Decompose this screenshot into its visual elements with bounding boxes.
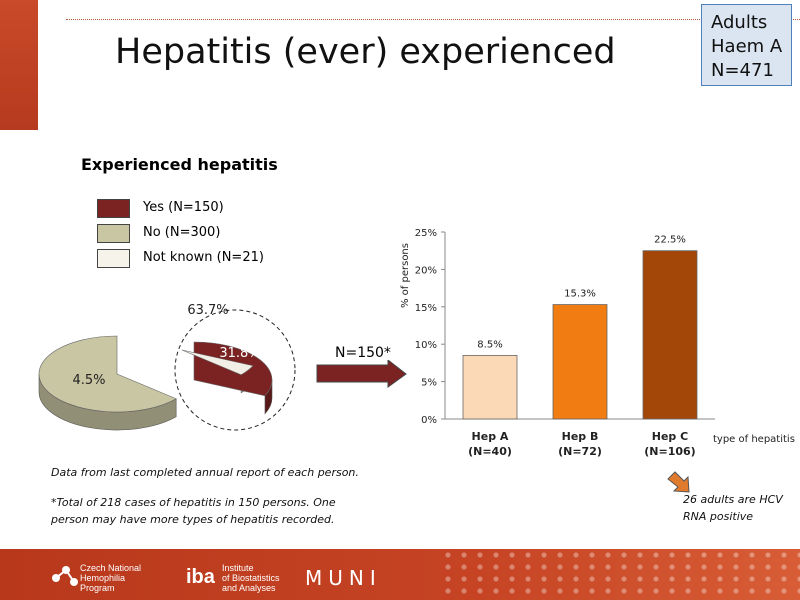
iba-line: Institute: [222, 563, 254, 573]
arrow-label: N=150*: [335, 345, 391, 361]
bar: [552, 304, 608, 420]
bar-chart: 0% 5% 10% 15% 20% 25% % of persons 8.5% Hep A (N=…: [400, 228, 795, 458]
arrow-right-icon: [316, 360, 407, 388]
legend-swatch: [97, 249, 130, 268]
pie-subtitle: Experienced hepatitis: [81, 155, 278, 174]
y-tick-label: 25%: [415, 228, 437, 239]
iba-logo-text: Institute of Biostatistics and Analyses: [222, 563, 280, 593]
y-axis-label: % of persons: [400, 243, 411, 308]
top-divider: [66, 19, 800, 20]
legend-swatch: [97, 199, 130, 218]
highlight-circle: [174, 309, 296, 431]
bar-value-label: 8.5%: [477, 339, 502, 350]
iba-line: of Biostatistics: [222, 573, 280, 583]
pie-label: 4.5%: [72, 373, 105, 388]
bar-value-label: 15.3%: [564, 289, 596, 300]
y-tick-label: 15%: [415, 303, 437, 314]
legend-label: No (N=300): [143, 225, 221, 240]
y-tick-label: 10%: [415, 340, 437, 351]
pie-slice: [181, 349, 254, 376]
iba-line: and Analyses: [222, 583, 276, 593]
cnhp-logo-icon: [52, 566, 78, 586]
slide-title: Hepatitis (ever) experienced: [115, 32, 616, 72]
x-tick-label: Hep B: [562, 430, 599, 443]
arrow-down-right-icon: [667, 471, 690, 493]
pie-label: 31.8%: [219, 346, 260, 361]
pie-chart: 31.8% 63.7% 4.5%: [38, 303, 296, 431]
iba-logo: iba: [186, 566, 215, 588]
x-tick-label: Hep A: [472, 430, 509, 443]
x-tick-sublabel: (N=106): [644, 445, 695, 458]
legend-label: Not known (N=21): [143, 250, 264, 265]
bar: [462, 355, 518, 420]
y-tick-label: 20%: [415, 265, 437, 276]
cnhp-line: Program: [80, 583, 115, 593]
bar-value-label: 22.5%: [654, 235, 686, 246]
cnhp-logo-text: Czech National Hemophilia Program: [80, 563, 141, 593]
pie-slice: [38, 335, 177, 413]
badge-line: Haem A: [711, 36, 783, 57]
y-tick-label: 5%: [421, 378, 437, 389]
top-accent-bar: [0, 0, 38, 130]
footer-bar: [0, 549, 800, 600]
x-tick-sublabel: (N=40): [468, 445, 512, 458]
population-badge: Adults Haem A N=471: [701, 4, 792, 86]
data-source-note: Data from last completed annual report o…: [51, 466, 359, 479]
legend-swatch: [97, 224, 130, 243]
cnhp-line: Czech National: [80, 563, 142, 573]
footer-pattern: [440, 549, 800, 600]
legend-label: Yes (N=150): [143, 200, 224, 215]
x-tick-sublabel: (N=72): [558, 445, 602, 458]
badge-line: Adults: [711, 12, 768, 33]
y-tick-label: 0%: [421, 415, 437, 426]
badge-line: N=471: [711, 60, 774, 81]
pie-label: 63.7%: [187, 303, 228, 318]
bar: [642, 250, 698, 420]
muni-logo: MUNI: [305, 566, 382, 590]
x-tick-label: Hep C: [652, 430, 688, 443]
x-axis-label: type of hepatitis: [713, 434, 795, 445]
cnhp-line: Hemophilia: [80, 573, 126, 583]
footnote-line: *Total of 218 cases of hepatitis in 150 …: [51, 496, 336, 509]
hcv-note-line: RNA positive: [683, 510, 754, 523]
footnote-line: person may have more types of hepatitis …: [51, 513, 335, 526]
hcv-note-line: 26 adults are HCV: [683, 493, 783, 506]
